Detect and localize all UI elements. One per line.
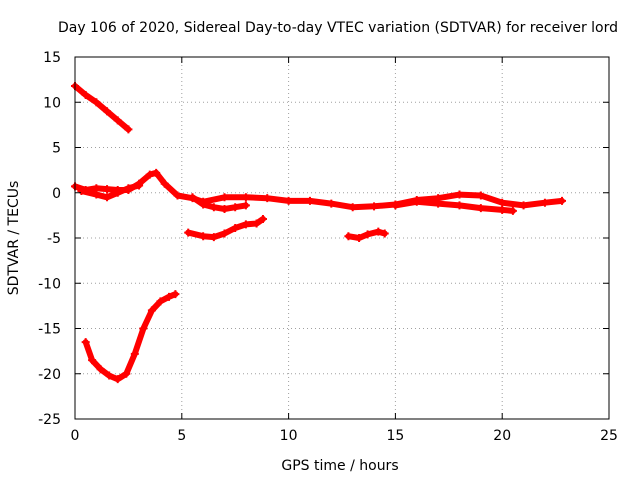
y-axis-label: SDTVAR / TECUs [6,181,22,296]
data-point [498,198,507,207]
data-point [263,194,272,203]
data-point [540,198,549,207]
data-point [184,228,193,237]
data-point [105,371,114,380]
data-point [508,206,517,215]
data-point [135,181,144,190]
data-point [113,188,122,197]
y-tick-label: -10 [38,276,61,292]
data-point [355,234,364,242]
x-tick-label: 25 [600,428,618,444]
data-point [344,232,353,241]
data-point [92,190,101,199]
data-point [519,201,528,210]
x-tick-label: 10 [280,428,298,444]
data-point [455,190,464,199]
data-point [476,191,485,200]
data-point [81,91,90,100]
y-tick-label: -20 [38,367,61,383]
y-tick-label: -25 [38,412,61,428]
data-point [156,297,165,306]
data-point [103,185,112,194]
y-tick-label: -5 [47,231,61,247]
data-point [209,203,218,212]
data-point [96,365,105,374]
grid-lines [75,57,609,419]
x-axis-label: GPS time / hours [281,458,398,474]
data-point [88,356,97,365]
y-tick-label: 5 [52,141,61,157]
x-tick-label: 20 [493,428,511,444]
data-point [380,229,389,238]
data-point [284,196,293,205]
y-tick-label: -15 [38,322,61,338]
data-point [348,203,357,212]
data-point [160,179,169,188]
data-point [81,338,90,347]
axis-ticks: 0 5 10 15 20 25 -25 -20 -15 -10 -5 0 5 10 15 [38,50,618,444]
data-point [241,220,250,229]
data-point [231,224,240,233]
data-point [252,219,261,228]
data-point [199,200,208,209]
y-tick-label: 15 [43,50,61,66]
data-point [476,204,485,213]
data-point [130,349,139,358]
data-point [164,292,173,301]
data-point [363,230,372,239]
data-point [139,324,148,333]
data-point [305,196,314,205]
data-point [77,186,86,195]
data-series-arc-1 [72,83,132,133]
data-point [220,205,229,214]
data-point [327,199,336,208]
data-point [199,232,208,241]
y-tick-label: 10 [43,95,61,111]
data-point [173,191,182,200]
x-tick-label: 0 [71,428,80,444]
data-point [188,193,197,202]
data-point [391,201,400,210]
data-point [103,193,112,202]
data-series [71,81,567,384]
data-point [412,197,421,206]
data-point [370,202,379,211]
data-point [113,116,122,125]
data-point [498,205,507,214]
data-point [147,306,156,315]
data-point [152,168,161,177]
y-tick-label: 0 [52,186,61,202]
data-point [103,107,112,116]
data-point [113,375,122,384]
chart-title: Day 106 of 2020, Sidereal Day-to-day VTE… [58,20,618,36]
data-series-arc-2 [72,169,565,211]
data-point [241,193,250,202]
data-point [231,203,240,212]
data-point [209,233,218,242]
data-series-arc-8 [82,291,179,383]
data-point [122,369,131,378]
x-tick-label: 15 [386,428,404,444]
data-point [171,290,180,299]
data-point [434,199,443,208]
data-point [374,227,383,236]
data-point [455,201,464,210]
x-tick-label: 5 [177,428,186,444]
data-point [124,184,133,193]
data-point [92,98,101,107]
data-point [220,229,229,238]
data-point [220,193,229,202]
data-point [258,214,267,223]
data-point [241,201,250,210]
data-point [124,125,133,134]
data-point [145,170,154,179]
data-point [558,196,567,205]
